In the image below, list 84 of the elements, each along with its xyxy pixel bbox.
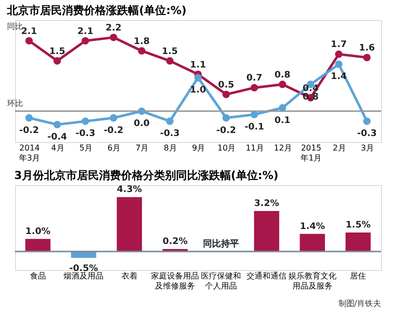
point (110, 114, 118, 122)
data-label: 2.1 (77, 26, 94, 37)
data-label: -0.4 (47, 132, 68, 143)
point (82, 118, 90, 125)
point (25, 114, 33, 122)
x-tick-label: 3月 (360, 144, 374, 152)
x-tick-label: 烟酒及用品 (64, 272, 104, 280)
data-label: 0.7 (246, 74, 262, 84)
data-label: 1.7 (330, 40, 347, 50)
point (363, 118, 371, 125)
point (54, 120, 61, 128)
point (54, 57, 61, 65)
x-tick-label: 4月 (51, 144, 64, 152)
data-label: -0.2 (216, 126, 236, 136)
point (166, 118, 174, 125)
data-label: 1.5 (49, 46, 66, 57)
x-tick-label: 7月 (136, 144, 149, 152)
data-label: -0.1 (244, 122, 264, 133)
point (335, 60, 342, 68)
point (250, 84, 258, 92)
data-label: -0.3 (76, 129, 96, 140)
data-label: 4.3% (116, 185, 142, 196)
x-tick-label: 医疗保健和个人用品 (200, 272, 241, 290)
bar (116, 197, 142, 252)
data-label: -0.2 (104, 126, 124, 136)
data-label: 同比持平 (202, 238, 239, 250)
x-tick-label: 家庭设备用品及维修服务 (151, 272, 200, 290)
x-tick-label: 交通和通信 (246, 272, 287, 280)
point (166, 57, 174, 65)
x-tick-label: 10月 (218, 144, 236, 152)
data-label: -0.3 (357, 129, 377, 140)
data-label: 1.4% (300, 222, 325, 232)
point (222, 90, 230, 98)
x-tick-label: 2月 (332, 144, 346, 152)
bar (300, 234, 325, 252)
chart-title: 北京市居民消费价格涨跌幅(单位:%) (6, 4, 187, 17)
point (222, 114, 230, 122)
bar (25, 238, 50, 252)
x-tick-label: 11月 (246, 144, 264, 152)
data-label: 0.8 (274, 70, 290, 80)
data-label: 1.0 (190, 86, 206, 96)
data-label: 3.2% (254, 199, 280, 210)
chart-title: 3月份北京市居民消费价格分类别同比涨跌幅(单位:%) (14, 169, 278, 182)
point (110, 34, 118, 42)
point (138, 47, 146, 55)
series-label: 环比 (7, 98, 24, 108)
data-label: -0.2 (19, 126, 39, 136)
point (25, 37, 33, 44)
data-label: 1.5% (346, 220, 371, 231)
x-tick-label: 8月 (164, 144, 177, 152)
data-label: 1.5 (162, 46, 178, 57)
data-label: 0.2% (162, 237, 188, 248)
series-label: 同比 (7, 22, 24, 31)
data-label: 2.2 (106, 23, 122, 34)
data-label: 1.0% (25, 226, 50, 237)
x-tick-label: 9月 (192, 144, 206, 152)
bar (346, 232, 371, 252)
x-tick-label: 食品 (30, 272, 46, 280)
data-label: 1.8 (134, 36, 150, 47)
point (363, 54, 371, 62)
data-label: 2.1 (21, 26, 38, 37)
point (278, 80, 286, 88)
point (82, 37, 90, 44)
data-label: 0.0 (134, 119, 150, 130)
point (278, 104, 286, 112)
data-label: -0.3 (160, 129, 180, 140)
x-tick-label: 2015年1月 (300, 144, 322, 162)
point (138, 107, 146, 115)
data-label: 1.1 (190, 60, 206, 70)
data-label: 0.1 (274, 116, 290, 126)
x-tick-label: 娱乐教育文化用品及服务 (288, 272, 336, 290)
x-tick-label: 5月 (79, 144, 92, 152)
point (250, 110, 258, 118)
text: 制图/肖铁夫 (338, 299, 381, 308)
point (335, 50, 342, 58)
x-tick-label: 2014年3月 (19, 144, 40, 162)
data-label: 1.6 (358, 44, 375, 54)
data-label: 0.5 (218, 80, 234, 90)
point (194, 74, 202, 82)
x-tick-label: 居住 (350, 272, 366, 280)
x-tick-label: 衣着 (121, 272, 138, 280)
bar (254, 211, 280, 252)
x-tick-label: 6月 (107, 144, 121, 152)
x-tick-label: 12月 (274, 144, 292, 152)
